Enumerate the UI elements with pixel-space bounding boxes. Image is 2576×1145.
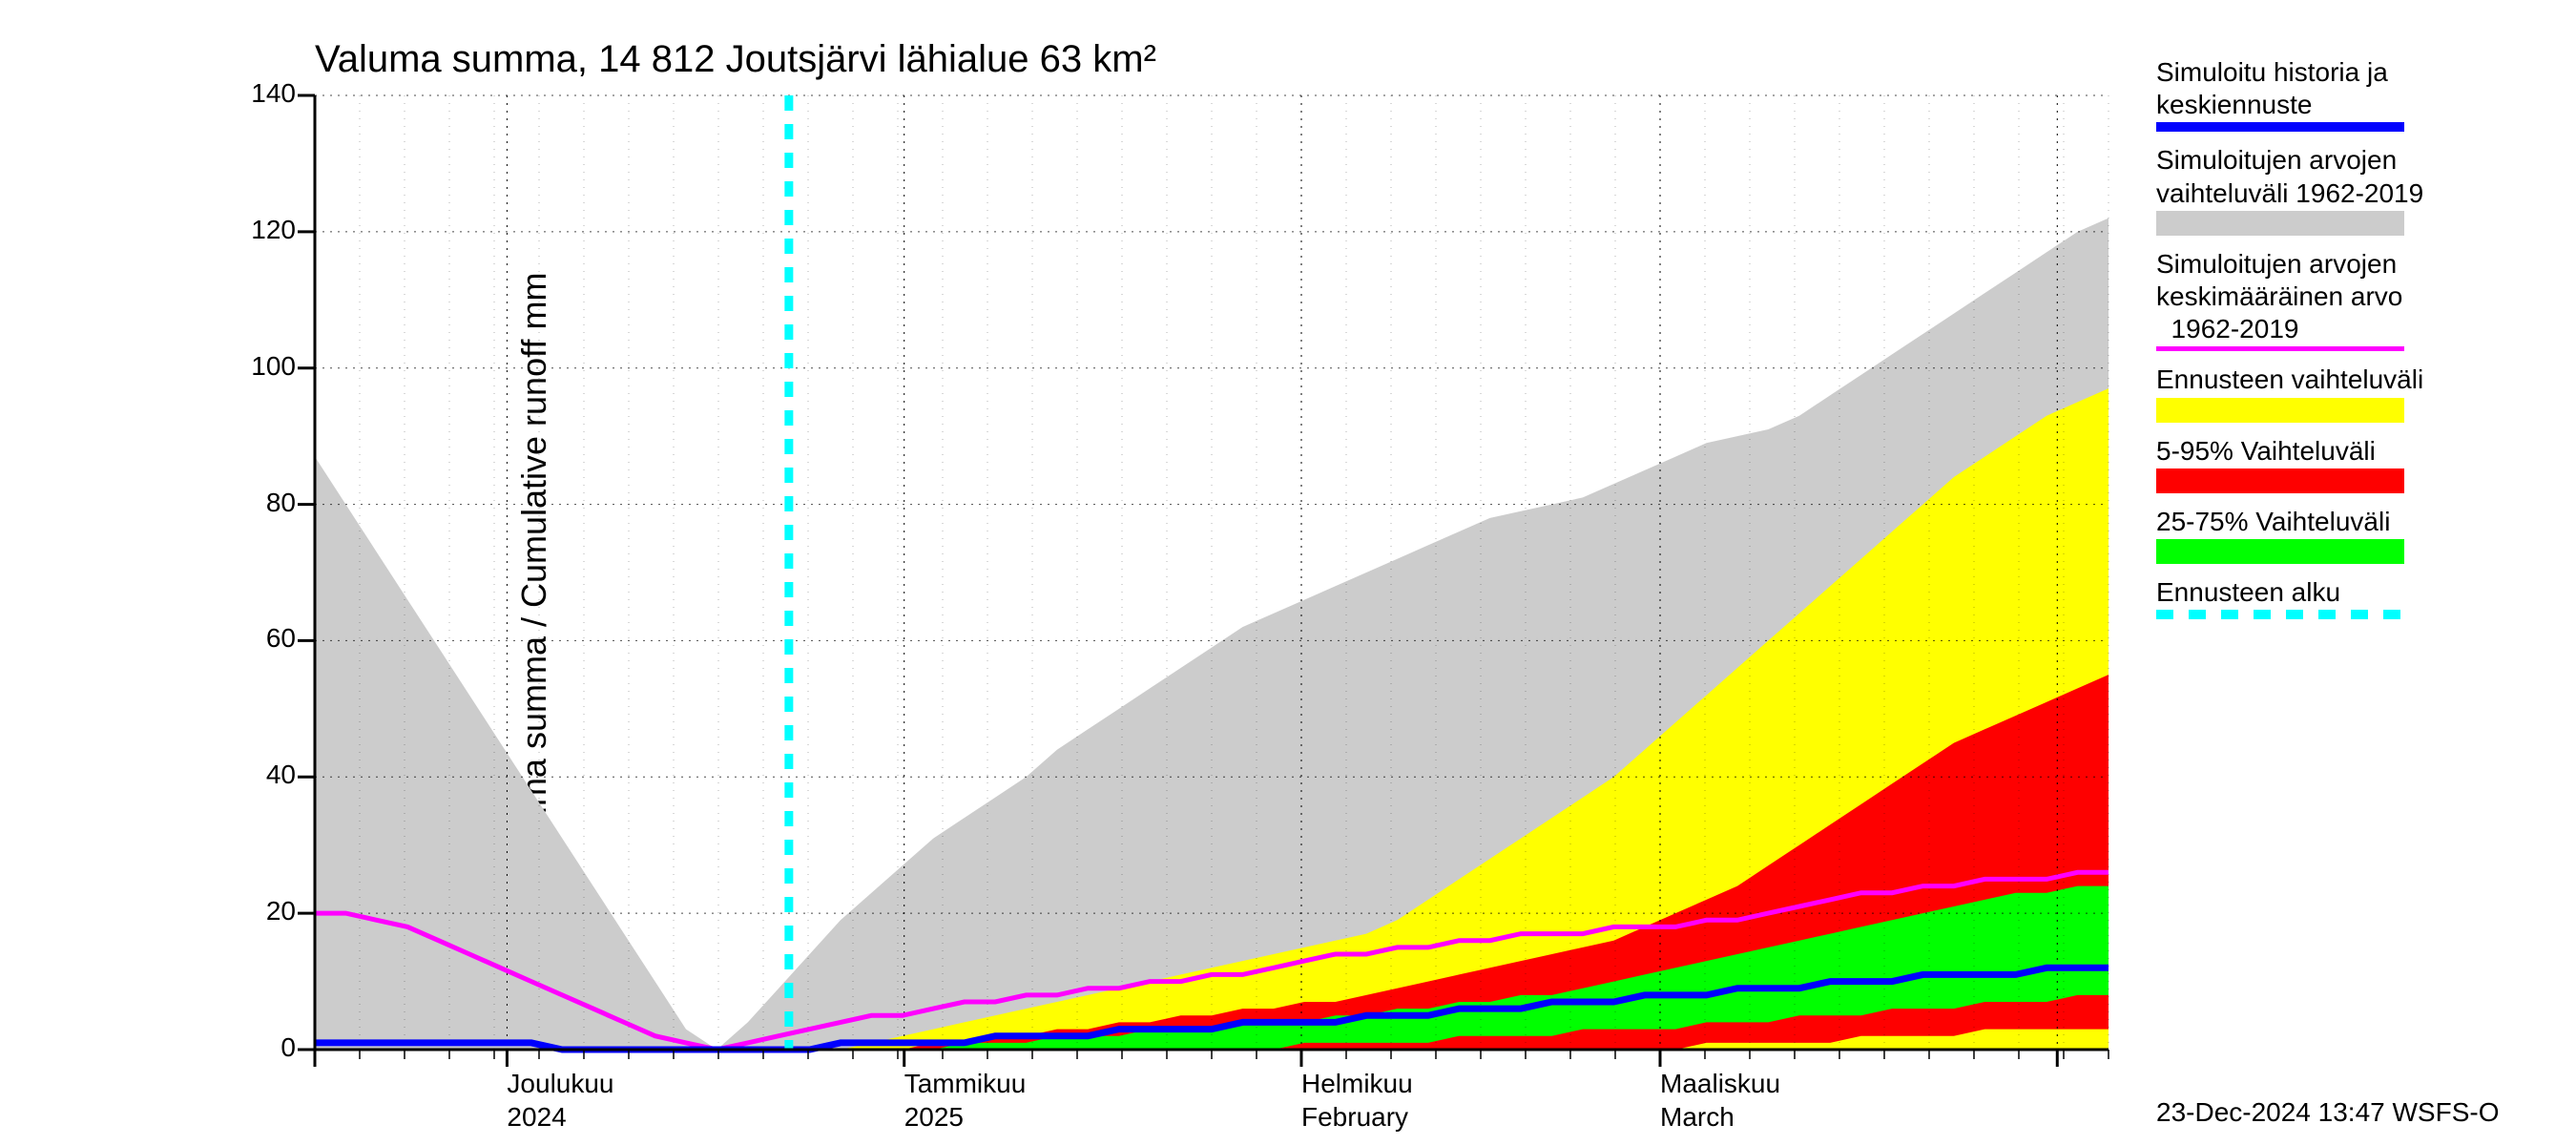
ytick-label: 100 (219, 351, 296, 382)
ytick-label: 0 (219, 1032, 296, 1063)
legend-label-text: Simuloitujen arvojen (2156, 249, 2557, 280)
legend-label-text: Ennusteen vaihteluväli (2156, 364, 2557, 395)
legend-label-text: 1962-2019 (2156, 314, 2557, 344)
month-label-bottom: February (1301, 1102, 1408, 1133)
legend-swatch (2156, 468, 2404, 493)
legend-entry: Simuloitujen arvojenkeskimääräinen arvo … (2156, 249, 2557, 352)
legend-swatch (2156, 610, 2404, 619)
legend-label-text: 5-95% Vaihteluväli (2156, 436, 2557, 467)
legend-entry: 25-75% Vaihteluväli (2156, 507, 2557, 564)
month-label-top: Tammikuu (904, 1069, 1027, 1099)
legend-swatch (2156, 122, 2404, 132)
legend-label-text: 25-75% Vaihteluväli (2156, 507, 2557, 537)
month-label-bottom: 2024 (507, 1102, 566, 1133)
legend-label-text: Simuloitujen arvojen (2156, 145, 2557, 176)
ytick-label: 60 (219, 623, 296, 654)
legend-swatch (2156, 539, 2404, 564)
legend-label-text: keskiennuste (2156, 90, 2557, 120)
ytick-label: 80 (219, 488, 296, 518)
month-label-top: Joulukuu (507, 1069, 613, 1099)
legend-label-text: Simuloitu historia ja (2156, 57, 2557, 88)
legend-swatch (2156, 211, 2404, 236)
ytick-label: 140 (219, 78, 296, 109)
month-label-bottom: 2025 (904, 1102, 964, 1133)
legend: Simuloitu historia jakeskiennusteSimuloi… (2156, 57, 2557, 633)
month-label-top: Helmikuu (1301, 1069, 1413, 1099)
legend-entry: Simuloitu historia jakeskiennuste (2156, 57, 2557, 132)
ytick-label: 40 (219, 760, 296, 790)
timestamp-text: 23-Dec-2024 13:47 WSFS-O (2156, 1097, 2500, 1127)
timestamp: 23-Dec-2024 13:47 WSFS-O (2156, 1097, 2500, 1128)
ytick-label: 120 (219, 215, 296, 245)
month-label-top: Maaliskuu (1660, 1069, 1780, 1099)
legend-entry: 5-95% Vaihteluväli (2156, 436, 2557, 493)
legend-label-text: Ennusteen alku (2156, 577, 2557, 608)
legend-entry: Ennusteen alku (2156, 577, 2557, 619)
legend-entry: Simuloitujen arvojenvaihteluväli 1962-20… (2156, 145, 2557, 235)
legend-label-text: vaihteluväli 1962-2019 (2156, 178, 2557, 209)
legend-swatch (2156, 398, 2404, 423)
legend-swatch (2156, 346, 2404, 351)
ytick-label: 20 (219, 896, 296, 926)
legend-label-text: keskimääräinen arvo (2156, 281, 2557, 312)
chart-figure: Valuma summa / Cumulative runoff mm Valu… (0, 0, 2576, 1145)
legend-entry: Ennusteen vaihteluväli (2156, 364, 2557, 422)
month-label-bottom: March (1660, 1102, 1735, 1133)
